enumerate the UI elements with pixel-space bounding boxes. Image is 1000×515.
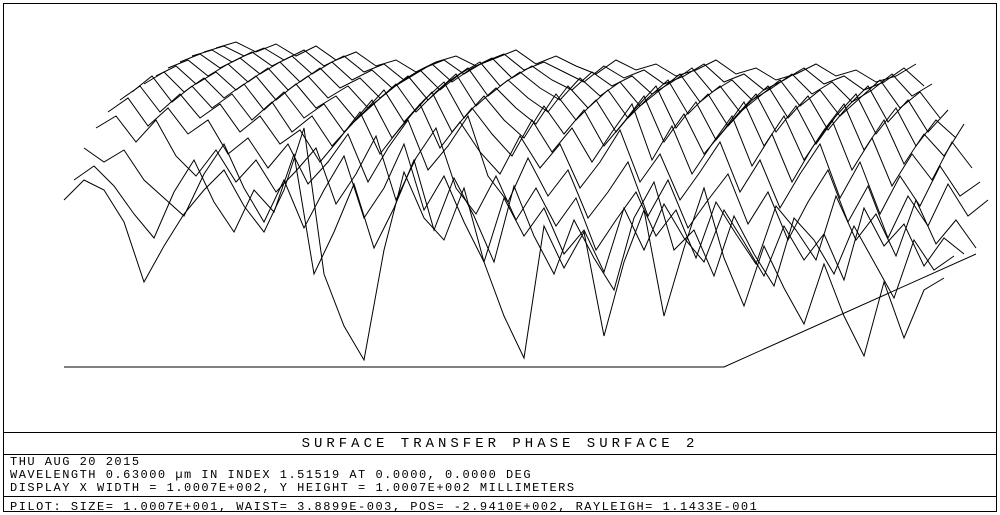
pilot-line: PILOT: SIZE= 1.0007E+001, WAIST= 3.8899E… [10, 500, 758, 514]
info-date: THU AUG 20 2015 [10, 455, 141, 469]
chart-title: SURFACE TRANSFER PHASE SURFACE 2 [4, 432, 996, 455]
info-line3: DISPLAY X WIDTH = 1.0007E+002, Y HEIGHT … [10, 481, 576, 495]
window-frame: SURFACE TRANSFER PHASE SURFACE 2 THU AUG… [3, 3, 997, 512]
info-block: THU AUG 20 2015 WAVELENGTH 0.63000 µm IN… [10, 456, 576, 495]
phase-surface-plot [4, 4, 996, 432]
info-line2: WAVELENGTH 0.63000 µm IN INDEX 1.51519 A… [10, 468, 532, 482]
separator-line [4, 496, 996, 497]
